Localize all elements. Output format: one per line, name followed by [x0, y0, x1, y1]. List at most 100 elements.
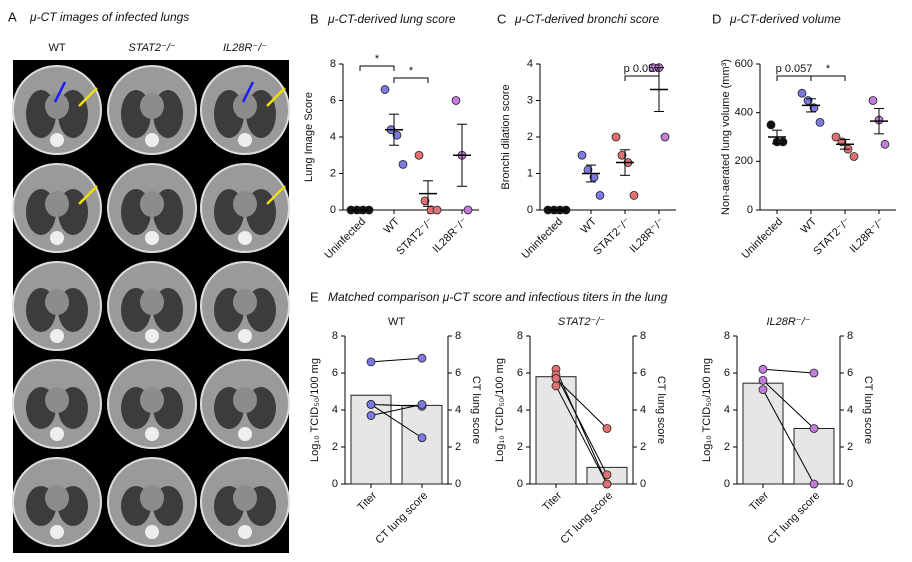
x-tick-label: CT lung score — [765, 490, 822, 547]
ct-spine — [238, 525, 252, 539]
data-point — [809, 424, 819, 433]
x-tick-label: IL28R⁻/⁻ — [431, 216, 471, 256]
data-point — [398, 159, 408, 169]
column-label: IL28R⁻/⁻ — [223, 42, 267, 54]
y-tick-label: 4 — [332, 404, 338, 416]
y-tick-label: 0 — [747, 204, 753, 216]
bar — [742, 382, 784, 485]
x-tick-label: CT lung score — [558, 490, 615, 547]
y-tick-label: 400 — [735, 107, 753, 119]
ct-heart — [45, 387, 69, 413]
y-tick-label: 2 — [724, 441, 730, 453]
pair-line — [555, 378, 608, 429]
data-point — [849, 152, 859, 161]
x-tick-label: Titer — [747, 489, 771, 513]
y2-axis-label: CT lung score — [862, 376, 874, 444]
x-tick-label: Uninfected — [520, 216, 566, 262]
column-label: WT — [48, 42, 65, 54]
x-tick-label: IL28R⁻/⁻ — [628, 216, 668, 256]
data-point — [617, 150, 627, 160]
arrow — [266, 185, 286, 205]
ct-spine — [238, 133, 252, 147]
data-point — [366, 411, 376, 420]
y-tick-label: 4 — [455, 404, 461, 416]
arrow — [78, 185, 98, 205]
arrow — [266, 87, 286, 107]
pair-line — [762, 380, 815, 429]
pair-line — [370, 357, 423, 363]
data-point — [463, 205, 473, 215]
ct-heart — [233, 387, 257, 413]
data-point — [766, 120, 776, 130]
data-point — [758, 375, 768, 385]
x-tick-label: WT — [382, 215, 403, 236]
data-point — [880, 139, 890, 149]
y-tick-label: 6 — [332, 367, 338, 379]
pair-line — [762, 389, 815, 485]
data-point — [551, 381, 561, 391]
panel-title: μ-CT images of infected lungs — [29, 10, 189, 24]
ct-heart — [233, 93, 257, 119]
ct-spine — [238, 427, 252, 441]
panel-title: Matched comparison μ-CT score and infect… — [328, 290, 668, 304]
significance-label: * — [409, 65, 414, 77]
arrow — [53, 81, 67, 103]
y-tick-label: 6 — [330, 94, 336, 106]
x-tick-label: Uninfected — [740, 216, 786, 262]
chart-title: μ-CT-derived lung score — [327, 12, 456, 26]
data-point — [629, 190, 639, 200]
data-point — [420, 196, 430, 206]
bar — [535, 376, 577, 485]
data-point — [809, 479, 819, 489]
y-tick-label: 4 — [517, 404, 523, 416]
panel-letter: B — [310, 11, 319, 26]
significance-label: p 0.057 — [776, 63, 813, 75]
pair-line — [370, 403, 423, 417]
significance-bracket — [393, 77, 429, 83]
chart-title: μ-CT-derived bronchi score — [514, 12, 660, 26]
x-tick-label: STAT2⁻/⁻ — [394, 216, 436, 258]
ct-spine — [50, 427, 64, 441]
ct-spine — [145, 525, 159, 539]
data-point — [551, 374, 561, 383]
y-tick-label: 2 — [330, 167, 336, 179]
y-tick-label: 0 — [640, 478, 646, 490]
significance-label: * — [826, 63, 831, 75]
data-point — [758, 385, 768, 395]
y-tick-label: 8 — [455, 330, 461, 342]
ct-spine — [50, 329, 64, 343]
data-point — [602, 470, 612, 480]
bar — [793, 428, 835, 485]
ct-heart — [140, 93, 164, 119]
significance-bracket — [776, 75, 812, 81]
chart-title: μ-CT-derived volume — [729, 12, 841, 26]
panel-letter: E — [310, 289, 319, 304]
y-tick-label: 6 — [640, 367, 646, 379]
x-tick-label: Titer — [540, 489, 564, 513]
ct-heart — [233, 485, 257, 511]
y-tick-label: 600 — [735, 58, 753, 70]
data-point — [380, 85, 390, 94]
subplot-title: WT — [388, 316, 405, 328]
x-tick-label: WT — [799, 215, 820, 236]
y-tick-label: 6 — [455, 367, 461, 379]
subplot-title: STAT2⁻/⁻ — [558, 316, 605, 328]
x-tick-label: Titer — [355, 489, 379, 513]
arrow — [78, 87, 98, 107]
data-point — [595, 190, 605, 200]
y-tick-label: 2 — [455, 441, 461, 453]
ct-heart — [140, 485, 164, 511]
y-tick-label: 8 — [724, 330, 730, 342]
y-tick-label: 0 — [527, 204, 533, 216]
ct-heart — [45, 191, 69, 217]
data-point — [660, 132, 670, 142]
y-tick-label: 1 — [527, 167, 533, 179]
pair-line — [762, 368, 815, 374]
bar — [401, 404, 443, 485]
y2-axis-label: CT lung score — [470, 376, 482, 444]
pair-line — [555, 369, 608, 485]
y-tick-label: 0 — [724, 478, 730, 490]
pair-line — [555, 385, 608, 485]
pair-line — [555, 374, 608, 475]
ct-heart — [45, 485, 69, 511]
